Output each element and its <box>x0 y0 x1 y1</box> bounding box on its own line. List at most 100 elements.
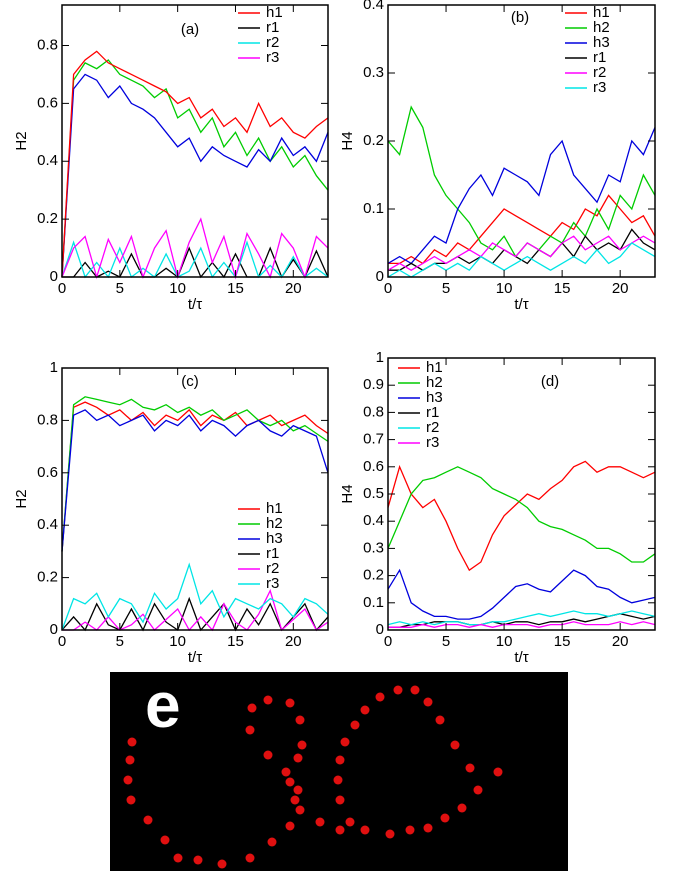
bead <box>143 815 153 825</box>
x-tick-label: 10 <box>496 280 513 297</box>
legend-label: h3 <box>593 34 610 51</box>
legend-label: r2 <box>266 560 279 577</box>
y-tick-label: 0 <box>50 268 58 285</box>
y-tick-label: 0 <box>376 268 384 285</box>
y-tick-label: 0.4 <box>37 152 58 169</box>
bead <box>315 817 325 827</box>
y-tick-label: 0.4 <box>37 516 58 533</box>
bead <box>247 703 257 713</box>
bead <box>285 777 295 787</box>
y-tick-label: 0.6 <box>37 94 58 111</box>
y-tick-label: 0.4 <box>363 512 384 529</box>
y-tick-label: 0.7 <box>363 431 384 448</box>
bead <box>360 705 370 715</box>
legend-label: r3 <box>426 434 439 451</box>
bead <box>405 825 415 835</box>
bead <box>360 825 370 835</box>
legend-label: r2 <box>593 64 606 81</box>
y-tick-label: 0.9 <box>363 376 384 393</box>
x-tick-label: 0 <box>58 280 66 297</box>
x-tick-label: 10 <box>169 633 186 650</box>
y-tick-label: 0.4 <box>363 0 384 13</box>
data-line <box>61 73 329 278</box>
bead <box>245 853 255 863</box>
x-tick-label: 20 <box>285 280 302 297</box>
y-tick-label: 0 <box>376 621 384 638</box>
data-line <box>61 59 329 278</box>
x-tick-label: 10 <box>169 280 186 297</box>
bead <box>267 837 277 847</box>
y-tick-label: 0 <box>50 621 58 638</box>
plot-frame <box>61 367 329 631</box>
bead <box>245 725 255 735</box>
bead <box>290 795 300 805</box>
x-axis-label: t/τ <box>514 296 528 313</box>
data-line <box>61 217 329 280</box>
y-tick-label: 0.2 <box>37 569 58 586</box>
panel-label: (a) <box>181 21 199 38</box>
bead <box>385 829 395 839</box>
legend-label: r2 <box>426 419 439 436</box>
bead <box>295 715 305 725</box>
data-line <box>388 621 656 628</box>
bead <box>375 692 385 702</box>
bead <box>193 855 203 865</box>
legend-label: h2 <box>593 19 610 36</box>
bead <box>217 859 227 869</box>
bead <box>263 695 273 705</box>
bead <box>125 755 135 765</box>
panel-label: (c) <box>181 373 199 390</box>
bead <box>333 775 343 785</box>
plot-frame <box>387 4 656 278</box>
data-line <box>61 240 329 279</box>
data-line <box>387 235 656 271</box>
x-tick-label: 0 <box>384 280 392 297</box>
panel-label: (b) <box>511 9 529 26</box>
bead <box>493 767 503 777</box>
legend-label: h1 <box>266 500 283 517</box>
bead <box>123 775 133 785</box>
bead <box>297 740 307 750</box>
panel-label: (d) <box>541 373 559 390</box>
data-line <box>61 401 329 552</box>
data-line <box>62 246 329 279</box>
x-tick-label: 0 <box>384 633 392 650</box>
x-axis-label: t/τ <box>188 649 202 666</box>
bead <box>340 737 350 747</box>
y-tick-label: 0.2 <box>363 132 384 149</box>
x-tick-label: 15 <box>554 633 571 650</box>
x-tick-label: 5 <box>442 280 450 297</box>
data-line <box>61 50 329 278</box>
x-tick-label: 0 <box>58 633 66 650</box>
bead <box>335 825 345 835</box>
data-line <box>61 562 329 631</box>
x-axis-label: t/τ <box>188 296 202 313</box>
bead <box>393 685 403 695</box>
y-tick-label: 0.8 <box>37 36 58 53</box>
bead <box>263 750 273 760</box>
plot-frame <box>61 4 329 278</box>
y-tick-label: 0.5 <box>363 485 384 502</box>
x-tick-label: 15 <box>227 633 244 650</box>
y-tick-label: 1 <box>50 359 58 376</box>
bead-chain <box>123 685 503 869</box>
bead <box>285 698 295 708</box>
legend-label: r3 <box>266 575 279 592</box>
bead <box>293 753 303 763</box>
legend-label: r2 <box>266 34 279 51</box>
bead <box>345 817 355 827</box>
x-tick-label: 15 <box>554 280 571 297</box>
legend-label: h1 <box>593 4 610 21</box>
x-tick-label: 15 <box>227 280 244 297</box>
bead <box>457 803 467 813</box>
data-line <box>387 127 656 265</box>
legend-label: h1 <box>266 4 283 21</box>
y-tick-label: 0.3 <box>363 539 384 556</box>
y-tick-label: 0.2 <box>363 567 384 584</box>
data-line <box>387 242 656 278</box>
legend-label: h1 <box>426 359 443 376</box>
bead <box>465 763 475 773</box>
bead <box>335 755 345 765</box>
legend-label: h3 <box>426 389 443 406</box>
